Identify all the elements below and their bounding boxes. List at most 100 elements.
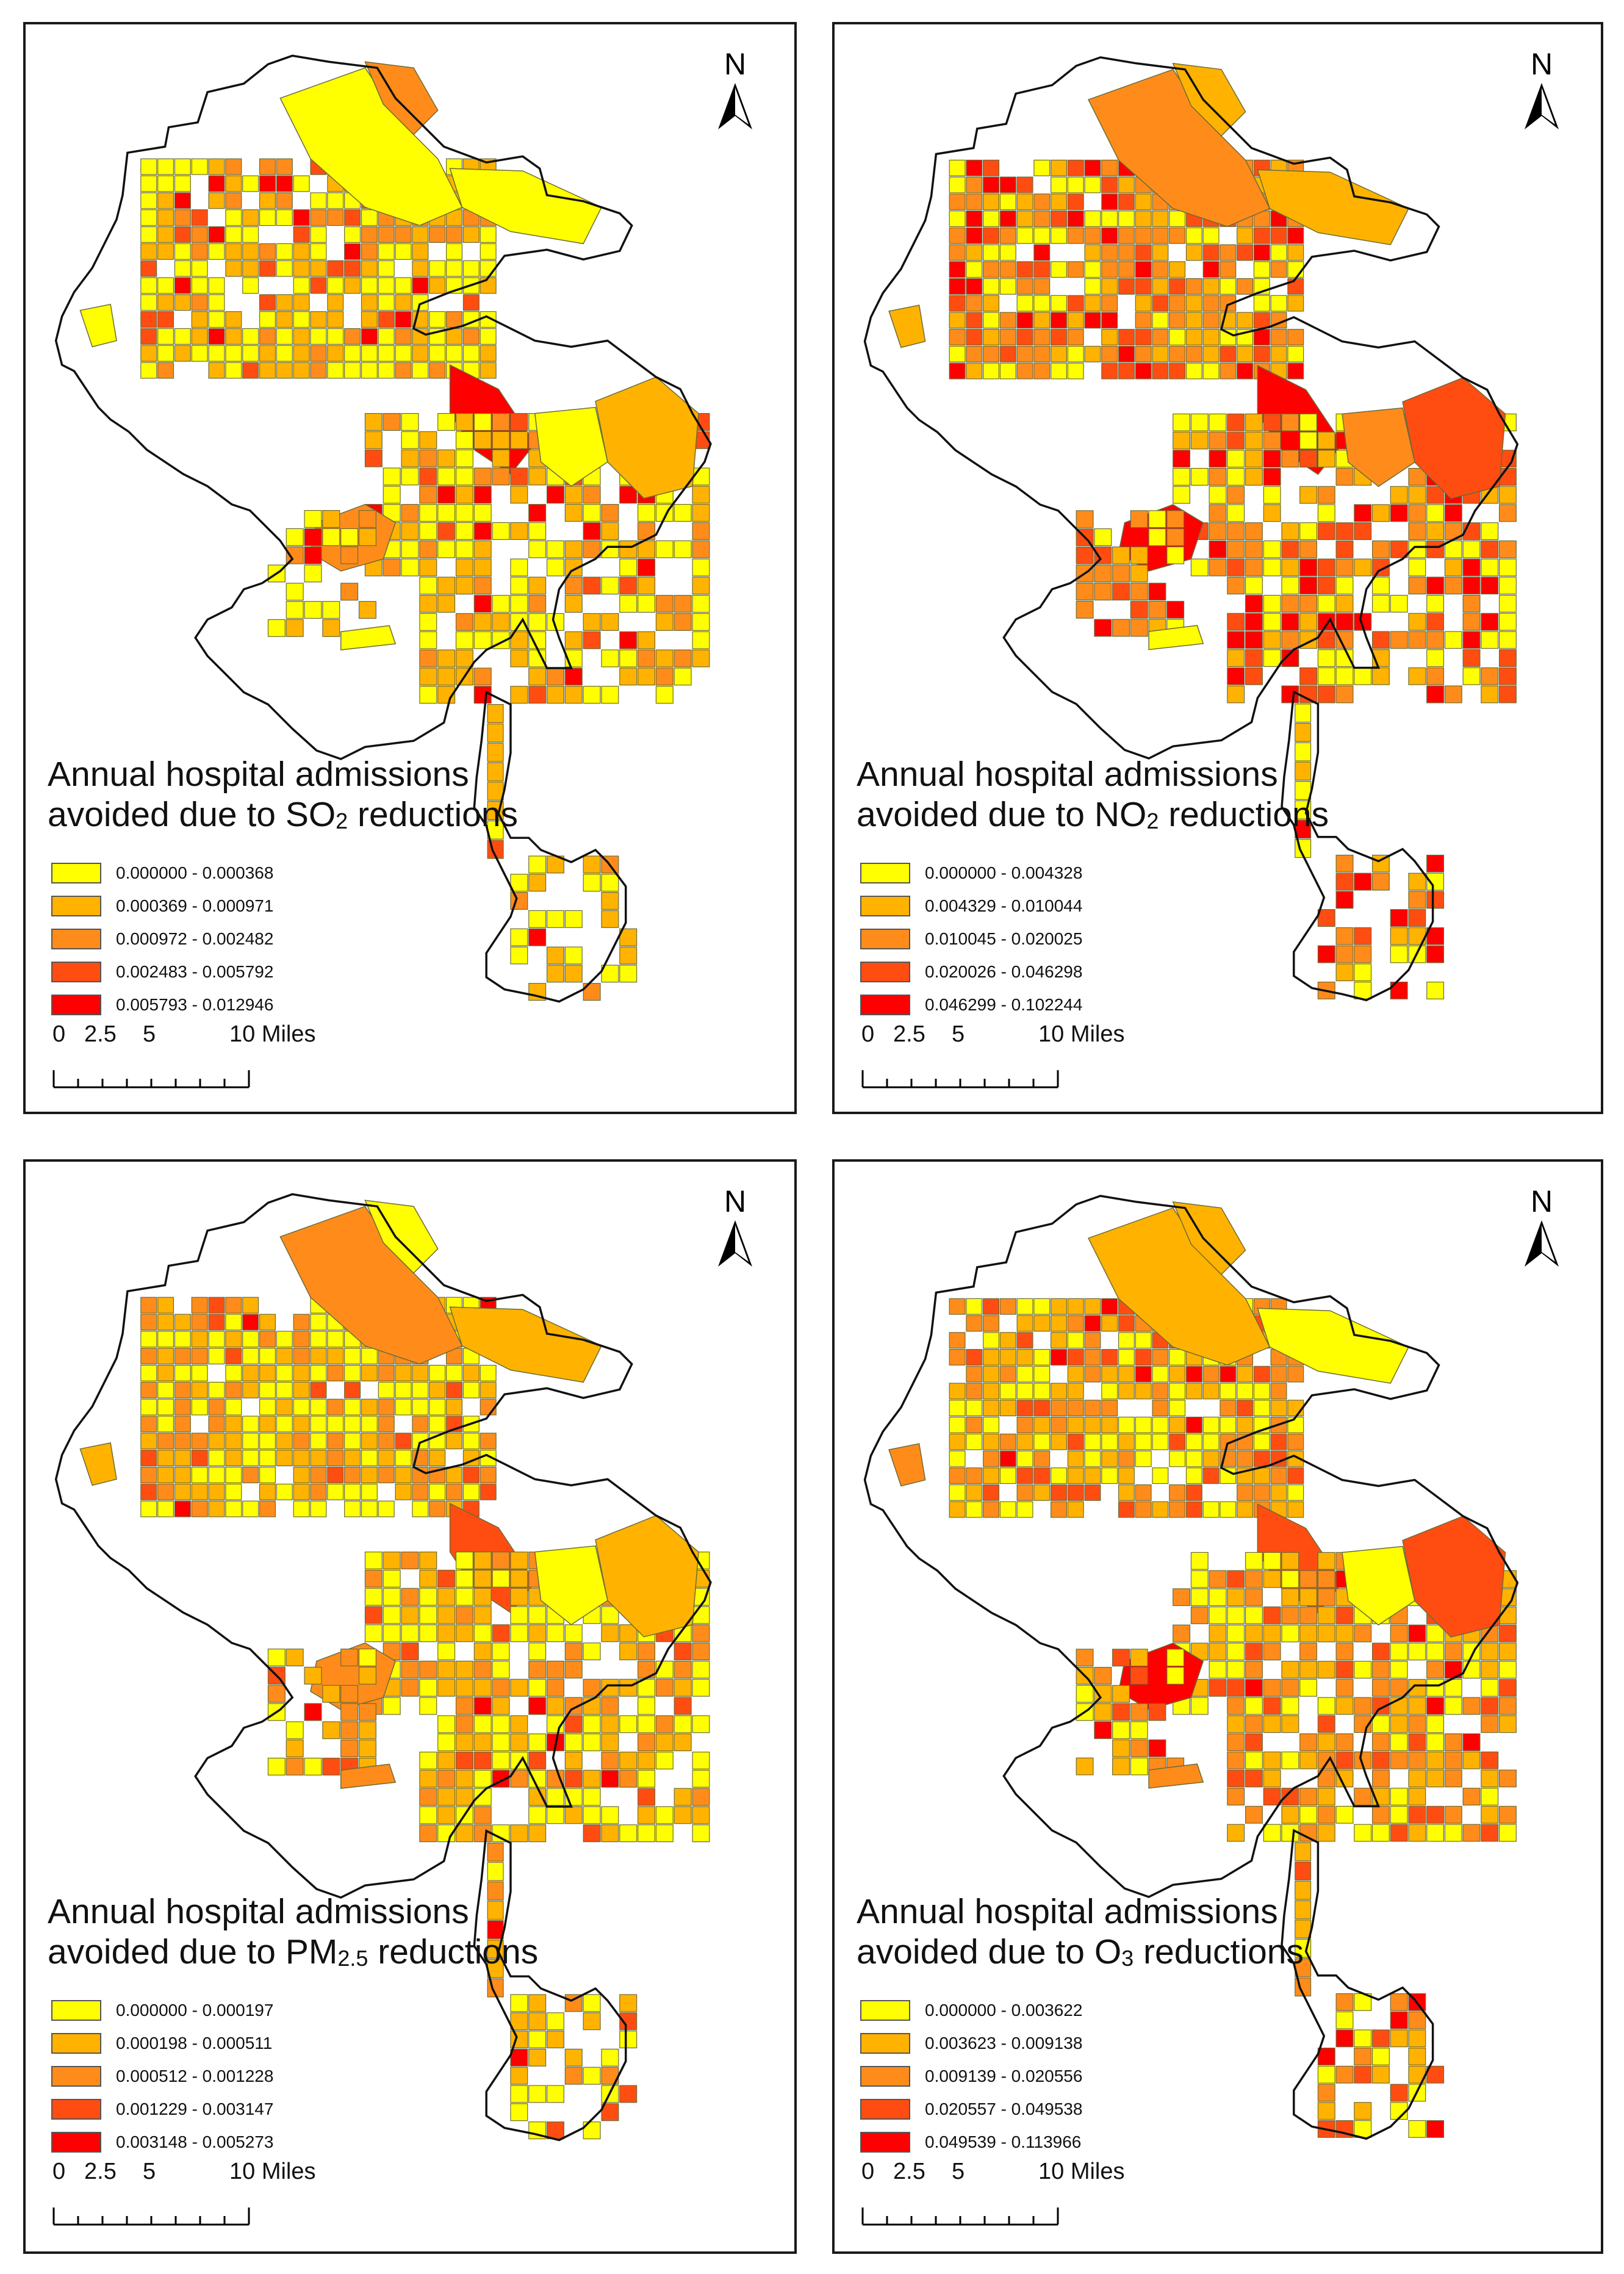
legend-item: 0.049539 - 0.113966	[860, 2126, 1082, 2159]
legend-item: 0.010045 - 0.020025	[860, 923, 1082, 955]
legend-item: 0.000000 - 0.004328	[860, 857, 1082, 890]
legend-swatch	[51, 2066, 101, 2087]
legend-item: 0.001229 - 0.003147	[51, 2093, 273, 2126]
legend-label: 0.000000 - 0.004328	[925, 863, 1083, 882]
legend-swatch	[860, 2033, 910, 2054]
legend-swatch	[860, 2099, 910, 2120]
scale-bar: 0 2.5 5 10 Miles	[52, 1021, 316, 1088]
title-line-2-pre: avoided due to O	[857, 1932, 1122, 1971]
legend: 0.000000 - 0.003622 0.003623 - 0.009138 …	[860, 1994, 1082, 2159]
legend-item: 0.000000 - 0.000368	[51, 857, 273, 890]
north-arrow: N	[1520, 49, 1563, 129]
map-panel-no2: N Annual hospital admissions avoided due…	[832, 22, 1603, 1114]
scale-tick-label: 2.5	[893, 1021, 925, 1047]
title-line-1: Annual hospital admissions	[857, 755, 1278, 794]
legend-label: 0.020026 - 0.046298	[925, 962, 1083, 981]
legend-label: 0.010045 - 0.020025	[925, 929, 1083, 948]
north-arrow-icon	[718, 83, 752, 129]
legend-swatch	[51, 995, 101, 1015]
scale-tick-label: 10 Miles	[229, 1021, 316, 1047]
scale-tick-label: 10 Miles	[1038, 1021, 1125, 1047]
scale-tick-label: 0	[861, 1021, 875, 1047]
title-line-1: Annual hospital admissions	[48, 755, 469, 794]
legend-label: 0.003623 - 0.009138	[925, 2034, 1083, 2053]
map-panel-pm25: N Annual hospital admissions avoided due…	[23, 1159, 797, 2254]
title-line-1: Annual hospital admissions	[48, 1892, 469, 1931]
north-arrow: N	[714, 49, 756, 129]
title-subscript: 2.5	[337, 1946, 368, 1971]
legend-swatch	[860, 2066, 910, 2087]
legend-item: 0.020557 - 0.049538	[860, 2093, 1082, 2126]
legend-item: 0.000000 - 0.000197	[51, 1994, 273, 2027]
scale-tick-label: 10 Miles	[1038, 2159, 1125, 2184]
north-label: N	[724, 47, 747, 81]
legend-label: 0.049539 - 0.113966	[925, 2132, 1082, 2151]
legend-swatch	[51, 2132, 101, 2153]
title-subscript: 3	[1121, 1946, 1134, 1971]
legend-label: 0.000972 - 0.002482	[116, 929, 274, 948]
legend-label: 0.000198 - 0.000511	[116, 2034, 273, 2053]
legend-swatch	[860, 929, 910, 949]
north-label: N	[1530, 47, 1553, 81]
title-line-2-post: reductions	[1159, 795, 1329, 834]
scale-tick-label: 5	[143, 2159, 156, 2184]
legend-label: 0.000000 - 0.000197	[116, 2001, 274, 2020]
legend-label: 0.004329 - 0.010044	[925, 896, 1083, 915]
title-subscript: 2	[1146, 808, 1159, 833]
legend-label: 0.000000 - 0.000368	[116, 863, 274, 882]
scale-tick-label: 0	[52, 1021, 66, 1047]
legend-swatch	[51, 962, 101, 982]
choropleth-map	[54, 54, 712, 1003]
scale-bar: 0 2.5 5 10 Miles	[861, 2159, 1125, 2226]
scale-bar: 0 2.5 5 10 Miles	[52, 2159, 316, 2226]
title-line-2-pre: avoided due to SO	[48, 795, 336, 834]
legend: 0.000000 - 0.000368 0.000369 - 0.000971 …	[51, 857, 273, 1021]
scale-tick-label: 5	[952, 2159, 965, 2184]
legend-label: 0.000512 - 0.001228	[116, 2067, 274, 2085]
choropleth-map	[863, 1195, 1519, 2140]
legend-swatch	[860, 2132, 910, 2153]
legend-label: 0.000369 - 0.000971	[116, 896, 274, 915]
legend: 0.000000 - 0.000197 0.000198 - 0.000511 …	[51, 1994, 273, 2159]
legend-item: 0.046299 - 0.102244	[860, 988, 1082, 1021]
legend: 0.000000 - 0.004328 0.004329 - 0.010044 …	[860, 857, 1082, 1021]
legend-label: 0.046299 - 0.102244	[925, 995, 1083, 1014]
legend-label: 0.020557 - 0.049538	[925, 2099, 1083, 2118]
legend-label: 0.005793 - 0.012946	[116, 995, 274, 1014]
scale-bar-graphic	[861, 2207, 1059, 2226]
map-title: Annual hospital admissions avoided due t…	[857, 754, 1329, 841]
scale-tick-label: 2.5	[893, 2159, 925, 2184]
legend-swatch	[860, 863, 910, 883]
title-line-2-pre: avoided due to PM	[48, 1932, 338, 1971]
title-subscript: 2	[336, 808, 348, 833]
legend-label: 0.002483 - 0.005792	[116, 962, 274, 981]
title-line-2-pre: avoided due to NO	[857, 795, 1147, 834]
legend-swatch	[860, 2000, 910, 2021]
legend-swatch	[51, 929, 101, 949]
map-title: Annual hospital admissions avoided due t…	[857, 1891, 1304, 1979]
legend-label: 0.000000 - 0.003622	[925, 2001, 1083, 2020]
legend-swatch	[51, 896, 101, 916]
map-panel-o3: N Annual hospital admissions avoided due…	[832, 1159, 1603, 2254]
legend-label: 0.003148 - 0.005273	[116, 2132, 274, 2151]
scale-bar: 0 2.5 5 10 Miles	[861, 1021, 1125, 1088]
north-arrow: N	[714, 1186, 756, 1267]
scale-bar-graphic	[861, 1070, 1059, 1088]
scale-tick-label: 2.5	[84, 1021, 117, 1047]
legend-swatch	[51, 2000, 101, 2021]
legend-item: 0.000512 - 0.001228	[51, 2060, 273, 2093]
north-arrow-icon	[1525, 83, 1559, 129]
scale-tick-label: 2.5	[84, 2159, 117, 2184]
legend-item: 0.003148 - 0.005273	[51, 2126, 273, 2159]
title-line-2-post: reductions	[1134, 1932, 1304, 1971]
legend-swatch	[860, 995, 910, 1015]
legend-item: 0.000972 - 0.002482	[51, 923, 273, 955]
legend-label: 0.009139 - 0.020556	[925, 2067, 1083, 2085]
north-arrow-icon	[1525, 1220, 1559, 1267]
legend-swatch	[860, 962, 910, 982]
scale-tick-label: 5	[952, 1021, 965, 1047]
legend-swatch	[51, 863, 101, 883]
legend-label: 0.001229 - 0.003147	[116, 2099, 274, 2118]
legend-item: 0.000000 - 0.003622	[860, 1994, 1082, 2027]
map-title: Annual hospital admissions avoided due t…	[48, 754, 518, 841]
